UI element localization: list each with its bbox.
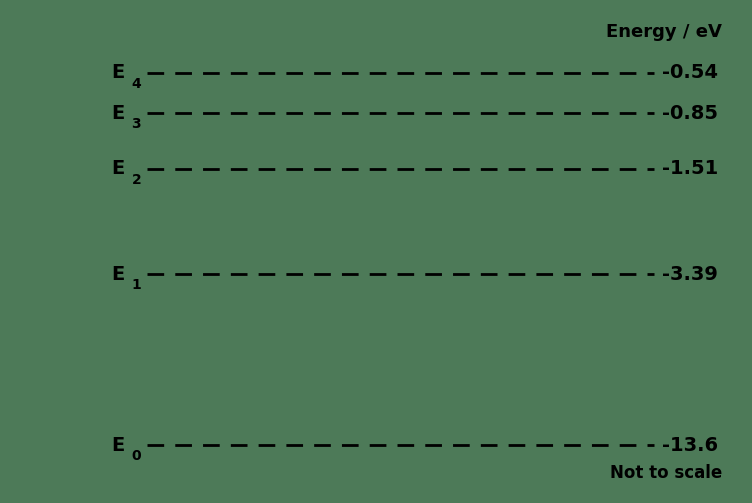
Text: E: E (111, 104, 124, 123)
Text: -0.85: -0.85 (662, 104, 717, 123)
Text: 3: 3 (132, 117, 141, 131)
Text: 2: 2 (132, 173, 141, 187)
Text: -1.51: -1.51 (662, 159, 718, 178)
Text: E: E (111, 265, 124, 284)
Text: Energy / eV: Energy / eV (606, 23, 722, 41)
Text: 4: 4 (132, 77, 141, 91)
Text: 0: 0 (132, 449, 141, 463)
Text: -13.6: -13.6 (662, 436, 718, 455)
Text: -0.54: -0.54 (662, 63, 717, 82)
Text: E: E (111, 436, 124, 455)
Text: -3.39: -3.39 (662, 265, 717, 284)
Text: Not to scale: Not to scale (610, 464, 722, 482)
Text: E: E (111, 63, 124, 82)
Text: 1: 1 (132, 278, 141, 292)
Text: E: E (111, 159, 124, 178)
